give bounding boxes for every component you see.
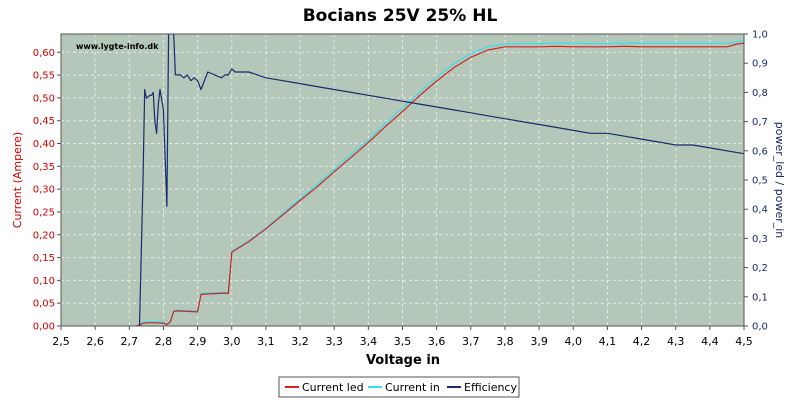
x-tick-label: 3,7 (462, 335, 480, 348)
x-tick-label: 2,6 (86, 335, 104, 348)
y-right-tick-label: 0,7 (752, 117, 768, 128)
x-tick-label: 2,8 (155, 335, 173, 348)
x-tick-label: 4,2 (633, 335, 651, 348)
x-tick-label: 2,7 (121, 335, 139, 348)
y-left-tick-label: 0,05 (33, 299, 55, 310)
legend: Current led Current in Efficiency (278, 376, 520, 398)
x-tick-label: 4,5 (735, 335, 753, 348)
y-left-tick-label: 0,55 (33, 71, 55, 82)
x-tick-label: 3,6 (428, 335, 446, 348)
x-tick-label: 3,0 (223, 335, 241, 348)
y-right-axis-title: power_led / power_in (773, 122, 786, 239)
legend-label: Current in (385, 381, 440, 394)
grid-lines (61, 34, 744, 326)
series-line-efficiency (138, 34, 744, 326)
y-left-axis-title: Current (Ampere) (11, 132, 24, 228)
y-right-tick-label: 0,0 (752, 322, 768, 333)
y-right-tick-label: 1,0 (752, 30, 768, 41)
y-left-tick-label: 0,15 (33, 253, 55, 264)
x-tick-label: 4,1 (599, 335, 617, 348)
x-tick-label: 4,4 (701, 335, 719, 348)
y-right-tick-label: 0,8 (752, 88, 768, 99)
x-tick-label: 3,1 (257, 335, 275, 348)
y-left-tick-label: 0,40 (33, 139, 55, 150)
y-left-tick-label: 0,00 (33, 322, 55, 333)
x-tick-label: 3,4 (360, 335, 378, 348)
legend-label: Current led (302, 381, 364, 394)
legend-box (278, 376, 520, 398)
axis-ticks: 2,5 2,6 2,7 2,8 2,9 3,0 3,1 3,2 3,3 3,4 3,5 3,6 3,7 3… (33, 30, 768, 349)
y-right-tick-label: 0,9 (752, 59, 768, 70)
x-tick-label: 4,0 (565, 335, 583, 348)
series-line-current-led (135, 42, 744, 326)
y-left-tick-label: 0,10 (33, 276, 55, 287)
x-tick-label: 3,3 (325, 335, 343, 348)
y-left-tick-label: 0,50 (33, 93, 55, 104)
series-layer (135, 34, 744, 326)
chart-title: Bocians 25V 25% HL (303, 6, 498, 26)
y-right-tick-label: 0,1 (752, 292, 768, 303)
y-left-tick-label: 0,45 (33, 116, 55, 127)
x-tick-label: 3,9 (530, 335, 548, 348)
y-right-tick-label: 0,2 (752, 263, 768, 274)
y-left-tick-label: 0,30 (33, 185, 55, 196)
series-line-current-in (135, 39, 744, 326)
watermark-text: www.lygte-info.dk (76, 42, 159, 51)
legend-label: Efficiency (464, 381, 517, 394)
x-tick-label: 3,2 (291, 335, 309, 348)
x-tick-label: 2,9 (189, 335, 207, 348)
x-tick-label: 2,5 (52, 335, 70, 348)
x-tick-label: 3,5 (394, 335, 412, 348)
x-tick-label: 4,3 (667, 335, 685, 348)
y-left-tick-label: 0,60 (33, 48, 55, 59)
y-right-tick-label: 0,5 (752, 176, 768, 187)
x-axis-title: Voltage in (366, 353, 440, 368)
x-tick-label: 3,8 (496, 335, 514, 348)
y-right-tick-label: 0,3 (752, 234, 768, 245)
y-left-tick-label: 0,20 (33, 230, 55, 241)
y-right-tick-label: 0,6 (752, 146, 768, 157)
y-right-tick-label: 0,4 (752, 205, 768, 216)
y-left-tick-label: 0,35 (33, 162, 55, 173)
y-left-tick-label: 0,25 (33, 207, 55, 218)
